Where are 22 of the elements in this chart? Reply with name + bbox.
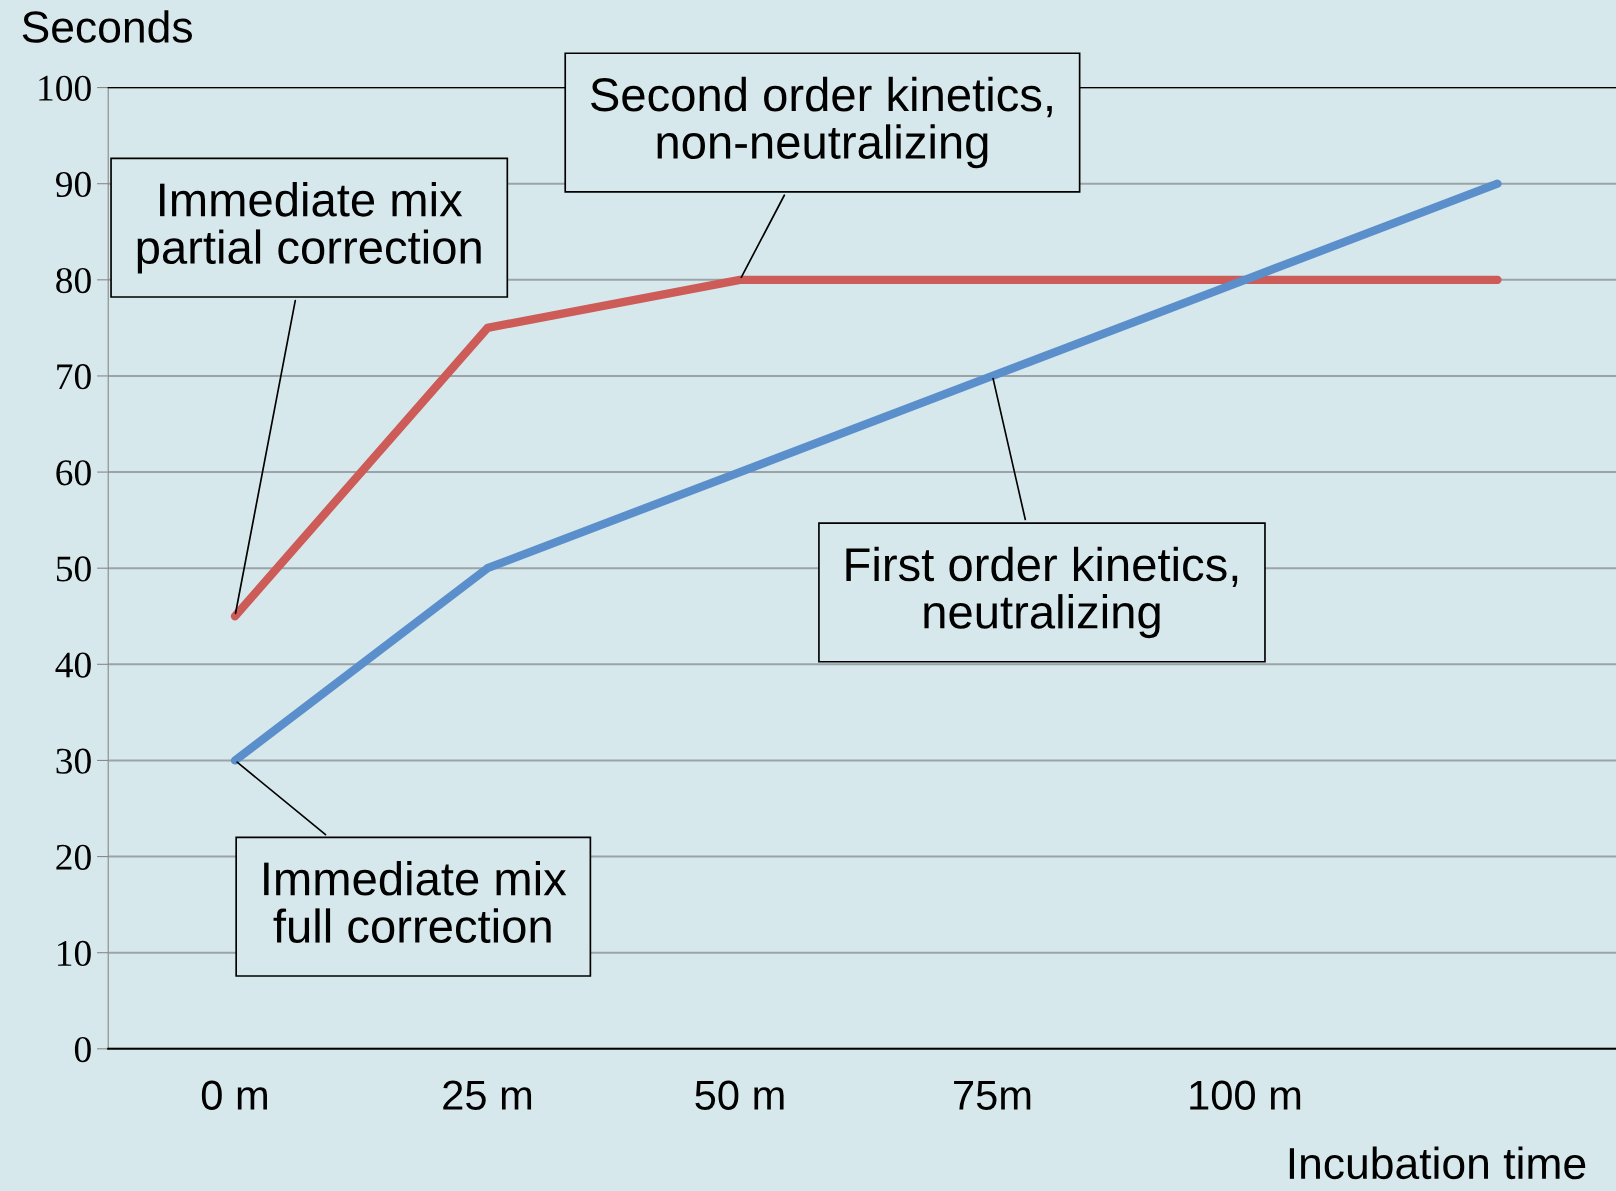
y-tick-label: 0: [74, 1036, 91, 1063]
y-tick-label: 80: [56, 267, 91, 294]
y-axis-title: Seconds: [22, 10, 192, 43]
y-tick-label: 60: [56, 460, 91, 486]
x-tick-label: 100 m: [1190, 1080, 1301, 1110]
annotation: Second order kinetics, non-neutralizing: [590, 76, 1052, 169]
annotation: First order kinetics, neutralizing: [846, 546, 1238, 639]
x-tick-label: 50 m: [695, 1080, 784, 1110]
y-tick-label: 50: [56, 556, 91, 582]
x-tick-label: 75m: [954, 1080, 1031, 1110]
x-tick-label: 0 m: [201, 1080, 267, 1110]
annotation: Immediate mix partial correction: [137, 181, 481, 274]
y-tick-label: 10: [58, 940, 91, 967]
y-tick-label: 100: [39, 75, 91, 101]
y-tick-label: 90: [55, 171, 91, 198]
y-tick-label: 30: [56, 748, 91, 774]
annotation: Immediate mix full correction: [264, 860, 567, 944]
y-tick-label: 40: [55, 652, 91, 678]
x-axis-title: Incubation time: [1289, 1146, 1586, 1180]
y-tick-label: 20: [56, 844, 91, 870]
x-tick-label: 25 m: [443, 1080, 532, 1110]
y-tick-label: 70: [57, 364, 91, 390]
